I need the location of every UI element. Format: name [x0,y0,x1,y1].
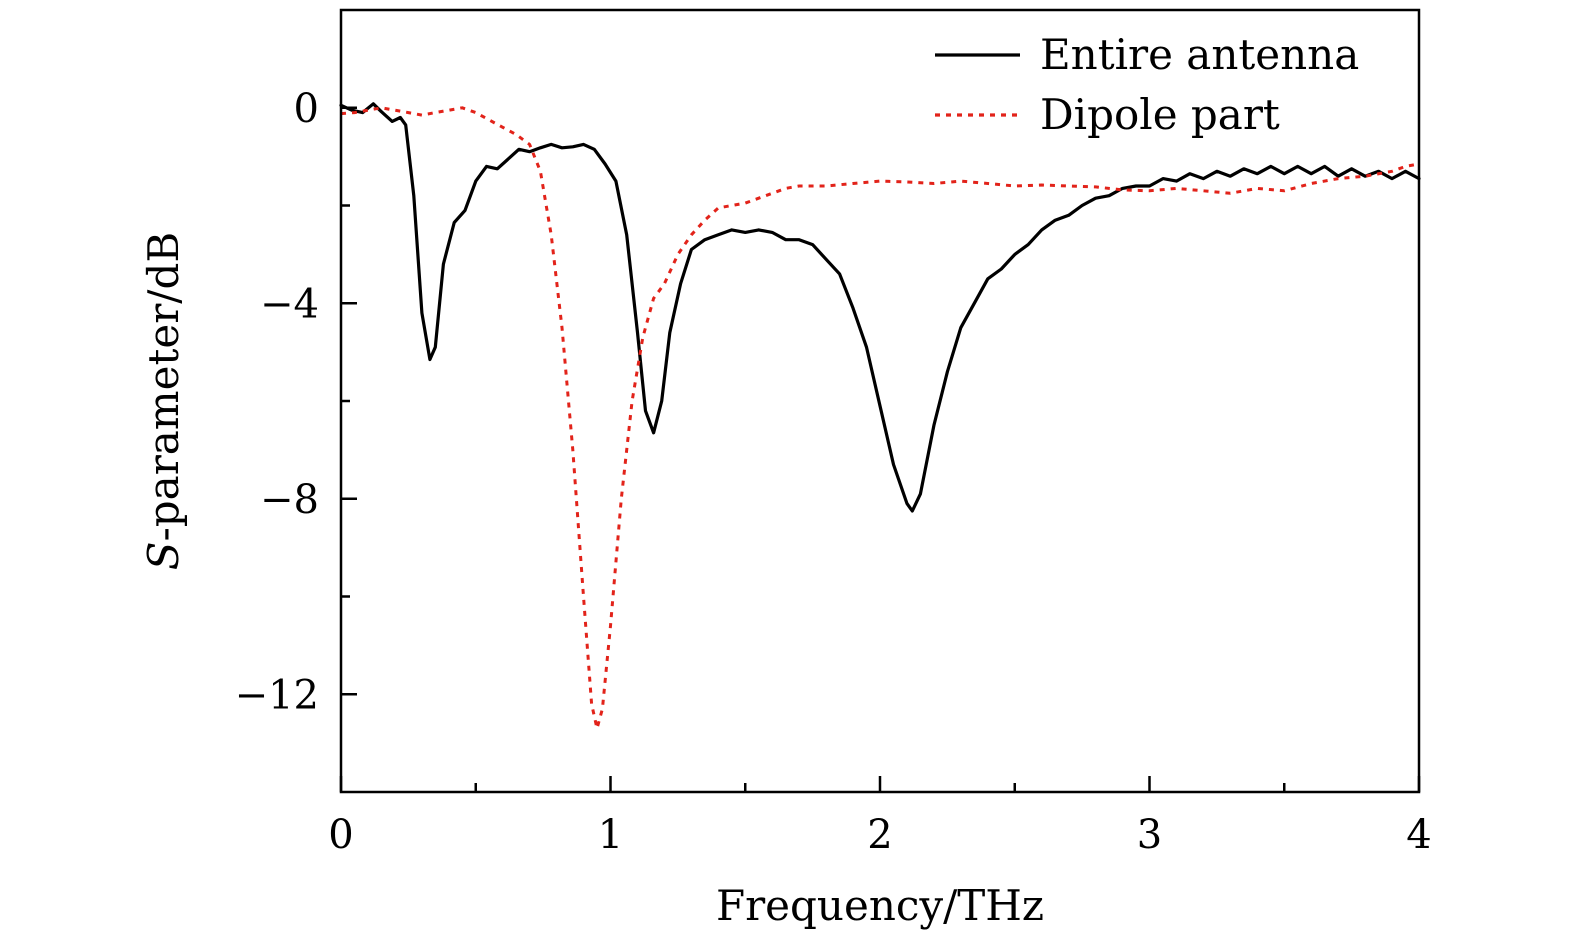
y-axis-title-rest: -parameter/dB [139,232,188,542]
x-tick-label: 0 [328,812,353,858]
x-axis-title: Frequency/THz [716,881,1044,930]
series-line-entire-antenna [339,102,1421,513]
legend-label-dipole-part: Dipole part [1040,90,1280,139]
y-tick-label: −4 [260,281,319,327]
legend-label-entire-antenna: Entire antenna [1040,30,1359,79]
y-axis-title: S-parameter/dB [139,232,188,570]
ticks-layer: 0 1 2 3 4 0 −4 −8 −12 [235,86,1432,858]
x-tick-label: 4 [1406,812,1431,858]
series-line-dipole-part [340,106,1420,730]
series-layer [339,102,1421,730]
x-tick-label: 3 [1137,812,1162,858]
x-tick-label: 2 [867,812,892,858]
y-axis-title-italic: S [139,541,188,570]
legend: Entire antenna Dipole part [935,30,1359,139]
y-tick-label: −8 [260,477,319,523]
x-tick-label: 1 [598,812,623,858]
y-tick-label: −12 [235,672,319,718]
y-tick-label: 0 [294,86,319,132]
